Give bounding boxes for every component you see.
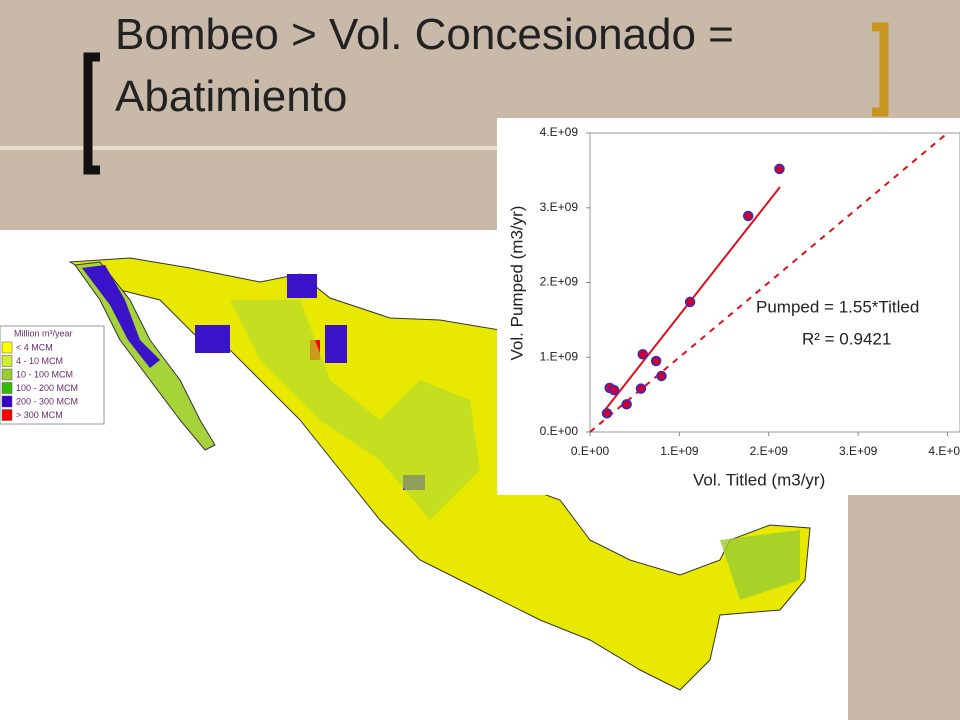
y-tick-label: 3.E+09 (540, 200, 579, 214)
point (608, 384, 620, 396)
slide-title: Bombeo > Vol. Concesionado = Abatimiento (115, 10, 734, 121)
point (650, 355, 662, 367)
x-tick-label: 2.E+09 (750, 444, 789, 458)
legend-swatch (1, 395, 13, 408)
annotation: R² = 0.9421 (802, 329, 891, 348)
point (774, 163, 785, 175)
region-green (720, 530, 800, 600)
region-blue (195, 325, 230, 353)
annotation: Pumped = 1.55*Titled (756, 297, 919, 316)
y-tick-label: 1.E+09 (540, 349, 579, 363)
y-tick-label: 2.E+09 (540, 275, 579, 289)
legend-swatch (1, 341, 13, 354)
legend-label: < 4 MCM (16, 342, 53, 352)
bracket-left (83, 52, 100, 175)
point (656, 370, 667, 382)
legend-swatch (1, 368, 13, 381)
legend-title: Million m³/year (14, 328, 73, 338)
point (684, 296, 696, 308)
bracket-right (872, 22, 889, 117)
map-legend: Million m³/year < 4 MCM 4 - 10 MCM 10 - 10… (0, 325, 105, 425)
x-tick-label: 1.E+09 (660, 444, 699, 458)
region-blue (287, 274, 317, 298)
legend-label: 100 - 200 MCM (16, 383, 78, 393)
point (601, 408, 613, 419)
point (742, 210, 754, 222)
region-blue (82, 265, 160, 368)
region-green (230, 300, 480, 520)
legend-swatch (1, 355, 13, 367)
map (68, 257, 811, 691)
legend-swatch (1, 409, 13, 421)
region-blue (325, 325, 347, 363)
point (621, 399, 632, 410)
y-tick-label: 4.E+09 (540, 125, 579, 139)
legend-swatch (1, 382, 13, 394)
x-tick-label: 0.E+00 (571, 444, 610, 458)
legend-label: > 300 MCM (16, 410, 63, 420)
y-axis-label: Vol. Pumped (m3/yr) (507, 206, 526, 361)
x-tick-label: 3.E+09 (839, 444, 878, 458)
point (637, 349, 648, 360)
x-tick-label: 4.E+09 (928, 444, 960, 458)
x-axis-label: Vol. Titled (m3/yr) (693, 470, 825, 489)
legend-label: 10 - 100 MCM (16, 369, 73, 379)
y-tick-label: 0.E+00 (540, 424, 579, 438)
legend-box (0, 325, 105, 425)
point (635, 383, 647, 394)
one-to-one-line (589, 132, 949, 433)
scatter-chart: Vol. Titled (m3/yr) Vol. Pumped (m3/yr) … (497, 118, 960, 495)
legend-label: 4 - 10 MCM (16, 356, 63, 366)
legend-label: 200 - 300 MCM (16, 396, 78, 406)
